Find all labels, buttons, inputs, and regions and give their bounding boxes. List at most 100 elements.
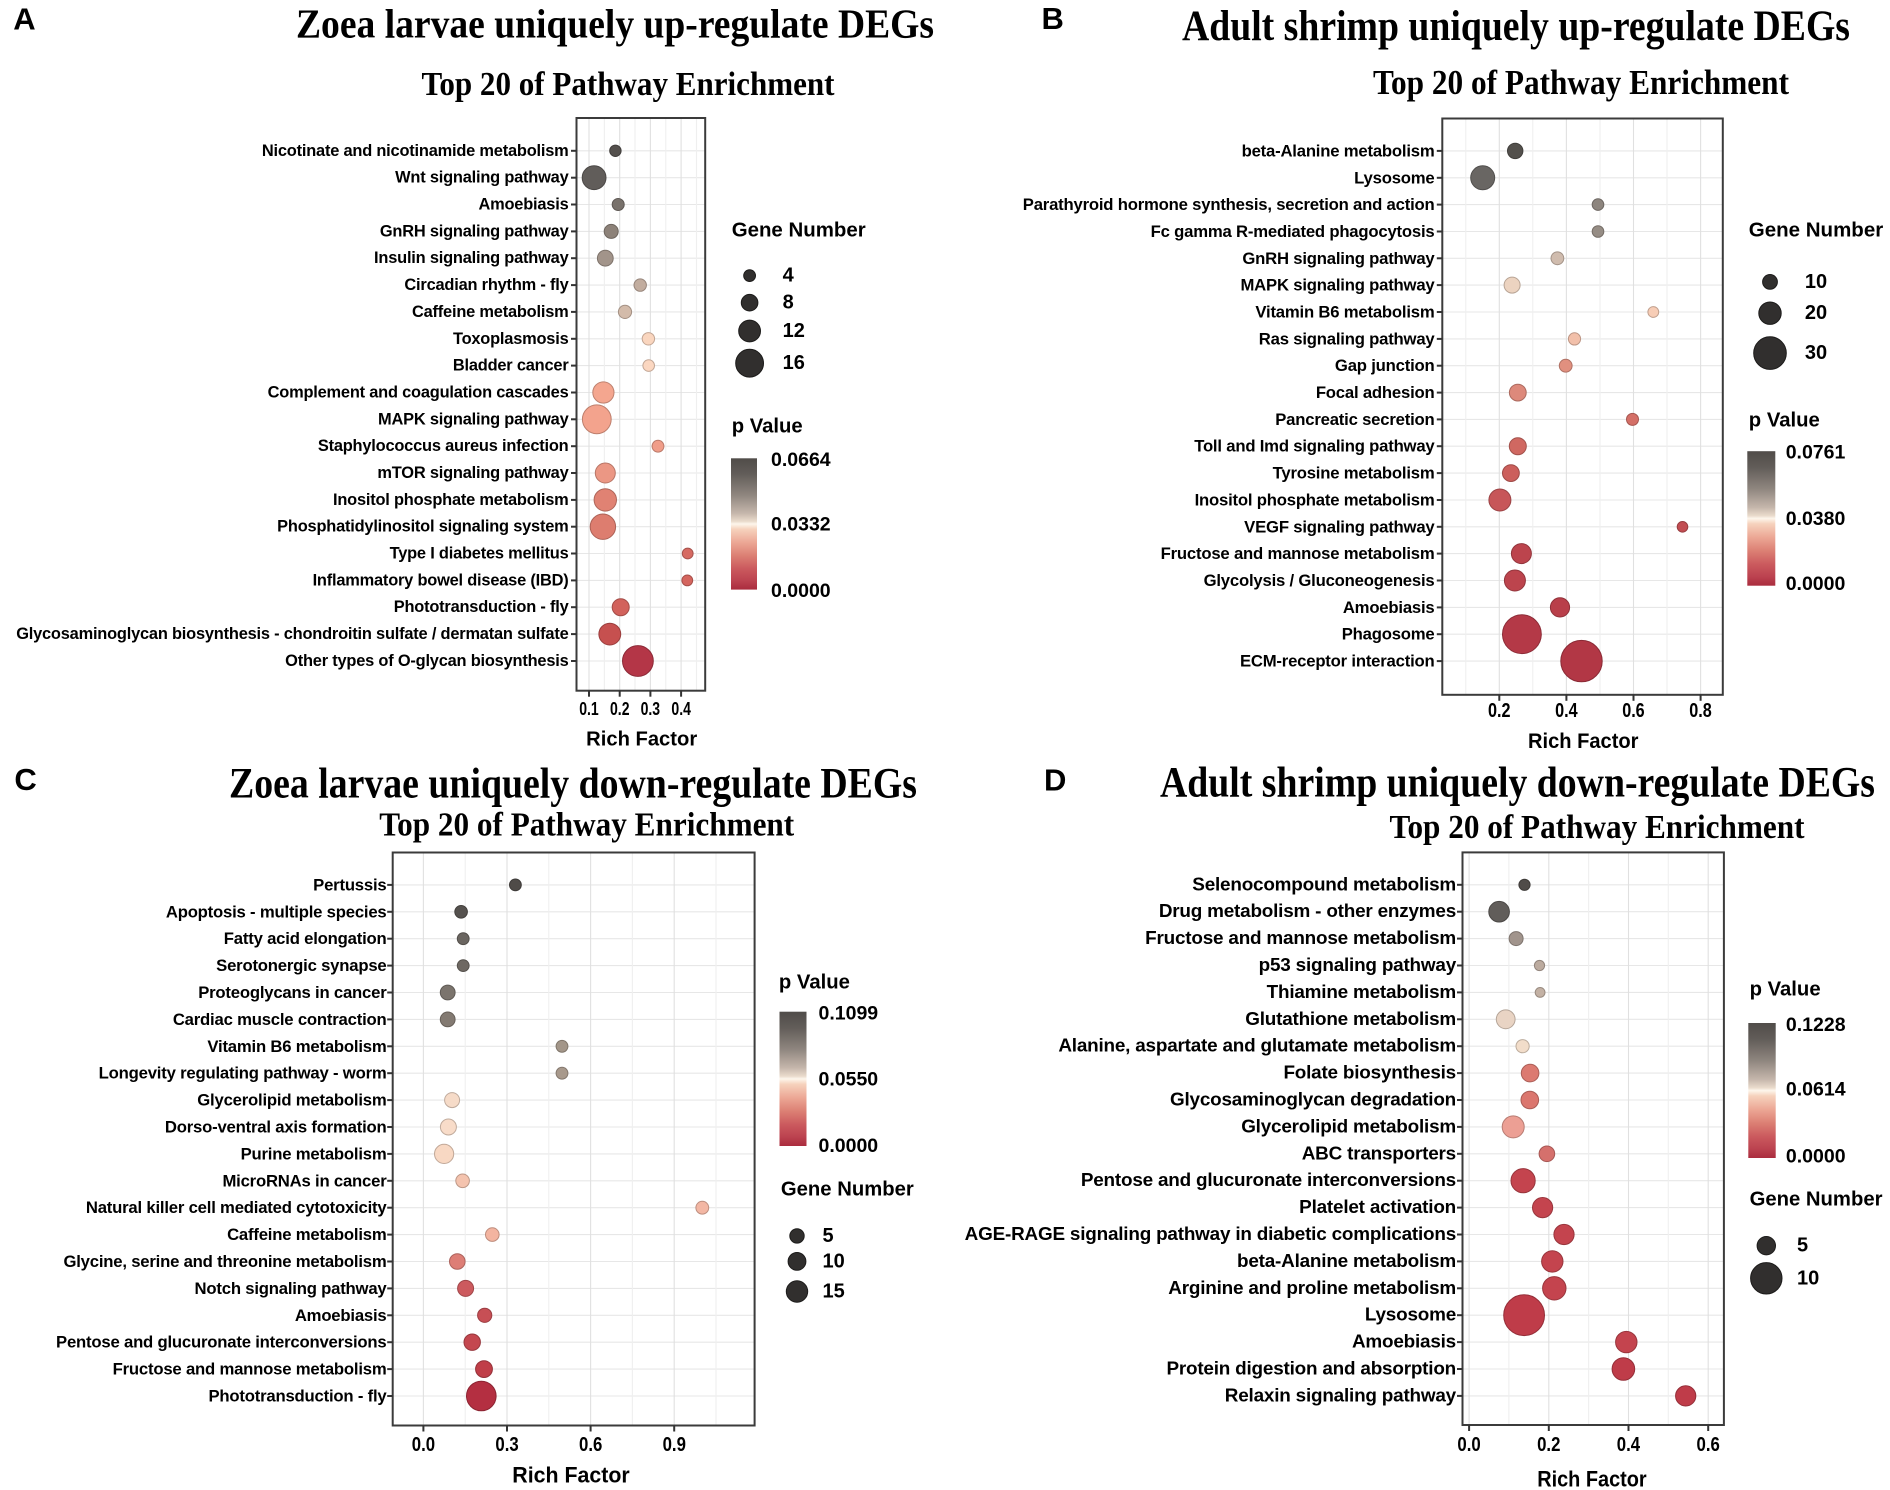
- svg-text:Rich Factor: Rich Factor: [1528, 730, 1639, 753]
- svg-text:0.3: 0.3: [495, 1433, 518, 1456]
- svg-text:Inositol phosphate metabolism: Inositol phosphate metabolism: [333, 491, 569, 509]
- svg-text:Purine metabolism: Purine metabolism: [241, 1144, 387, 1163]
- svg-text:Lysosome: Lysosome: [1365, 1305, 1456, 1326]
- svg-text:0.0614: 0.0614: [1786, 1079, 1846, 1101]
- svg-text:Fructose and mannose metabolis: Fructose and mannose metabolism: [1161, 544, 1435, 563]
- svg-text:Top 20 of Pathway Enrichment: Top 20 of Pathway Enrichment: [1390, 809, 1806, 846]
- svg-text:Tyrosine metabolism: Tyrosine metabolism: [1273, 464, 1435, 483]
- svg-text:0.0000: 0.0000: [1786, 573, 1846, 595]
- svg-text:Top 20 of Pathway Enrichment: Top 20 of Pathway Enrichment: [379, 806, 795, 843]
- svg-text:0.0: 0.0: [412, 1433, 435, 1456]
- svg-text:Phototransduction - fly: Phototransduction - fly: [208, 1387, 387, 1406]
- svg-text:0.0000: 0.0000: [1786, 1146, 1846, 1168]
- svg-text:Staphylococcus aureus infectio: Staphylococcus aureus infection: [318, 437, 569, 455]
- svg-text:Arginine and proline metabolis: Arginine and proline metabolism: [1168, 1278, 1456, 1299]
- svg-text:Type I diabetes mellitus: Type I diabetes mellitus: [390, 545, 569, 563]
- svg-text:Fructose and mannose metabolis: Fructose and mannose metabolism: [113, 1360, 387, 1379]
- svg-text:Folate biosynthesis: Folate biosynthesis: [1283, 1063, 1456, 1084]
- svg-text:Fatty acid elongation: Fatty acid elongation: [224, 929, 387, 948]
- svg-text:Caffeine metabolism: Caffeine metabolism: [227, 1225, 386, 1244]
- svg-text:Nicotinate and nicotinamide me: Nicotinate and nicotinamide metabolism: [262, 142, 569, 160]
- svg-text:0.4: 0.4: [1555, 700, 1578, 722]
- svg-text:Drug metabolism - other enzyme: Drug metabolism - other enzymes: [1159, 901, 1456, 922]
- svg-text:Toxoplasmosis: Toxoplasmosis: [453, 330, 569, 348]
- svg-text:15: 15: [823, 1281, 845, 1303]
- svg-text:Ras signaling pathway: Ras signaling pathway: [1259, 329, 1436, 348]
- svg-text:Zoea larvae uniquely down-regu: Zoea larvae uniquely down-regulate DEGs: [229, 760, 917, 808]
- svg-text:Cardiac muscle contraction: Cardiac muscle contraction: [173, 1010, 387, 1029]
- svg-text:Glycosaminoglycan degradation: Glycosaminoglycan degradation: [1170, 1090, 1456, 1111]
- svg-text:Protein digestion and absorpti: Protein digestion and absorption: [1166, 1359, 1456, 1380]
- svg-text:Bladder cancer: Bladder cancer: [453, 357, 569, 375]
- svg-text:Circadian rhythm - fly: Circadian rhythm - fly: [404, 276, 569, 294]
- svg-text:Phototransduction - fly: Phototransduction - fly: [394, 598, 570, 616]
- svg-text:Amoebiasis: Amoebiasis: [295, 1306, 387, 1325]
- svg-text:10: 10: [1805, 271, 1827, 293]
- svg-text:Focal adhesion: Focal adhesion: [1316, 383, 1435, 402]
- svg-text:Gene Number: Gene Number: [732, 219, 866, 242]
- svg-text:Other types of O-glycan biosyn: Other types of O-glycan biosynthesis: [285, 652, 568, 670]
- svg-text:p Value: p Value: [1749, 409, 1820, 432]
- svg-text:Fc gamma R-mediated phagocytos: Fc gamma R-mediated phagocytosis: [1151, 222, 1435, 241]
- svg-text:Gene Number: Gene Number: [1749, 219, 1883, 242]
- svg-text:mTOR signaling pathway: mTOR signaling pathway: [377, 464, 569, 482]
- svg-text:Relaxin signaling pathway: Relaxin signaling pathway: [1225, 1385, 1457, 1406]
- svg-text:0.8: 0.8: [1689, 700, 1712, 722]
- svg-text:0.4: 0.4: [671, 699, 691, 719]
- svg-text:ECM-receptor interaction: ECM-receptor interaction: [1240, 652, 1435, 671]
- svg-text:Rich Factor: Rich Factor: [586, 729, 697, 751]
- svg-text:0.0761: 0.0761: [1786, 442, 1846, 464]
- svg-text:Longevity regulating pathway -: Longevity regulating pathway - worm: [99, 1064, 387, 1083]
- svg-text:Phosphatidylinositol signaling: Phosphatidylinositol signaling system: [277, 518, 568, 536]
- svg-text:ABC transporters: ABC transporters: [1302, 1143, 1456, 1164]
- svg-text:Glutathione metabolism: Glutathione metabolism: [1245, 1009, 1456, 1030]
- svg-text:p Value: p Value: [732, 415, 803, 438]
- svg-text:Fructose and mannose metabolis: Fructose and mannose metabolism: [1145, 928, 1456, 949]
- svg-text:0.0000: 0.0000: [771, 580, 831, 602]
- svg-text:10: 10: [1797, 1267, 1819, 1289]
- svg-text:A: A: [13, 2, 35, 37]
- svg-text:p53 signaling pathway: p53 signaling pathway: [1259, 955, 1457, 976]
- svg-text:0.0380: 0.0380: [1786, 508, 1846, 530]
- svg-text:0.6: 0.6: [1622, 700, 1645, 722]
- svg-text:Natural killer cell mediated c: Natural killer cell mediated cytotoxicit…: [86, 1198, 388, 1217]
- svg-text:Vitamin B6 metabolism: Vitamin B6 metabolism: [1255, 303, 1434, 322]
- svg-text:Vitamin B6 metabolism: Vitamin B6 metabolism: [207, 1037, 386, 1056]
- svg-text:0.2: 0.2: [1537, 1433, 1560, 1456]
- svg-text:Pentose and glucuronate interc: Pentose and glucuronate interconversions: [1081, 1170, 1456, 1191]
- svg-text:0.0550: 0.0550: [819, 1068, 879, 1090]
- svg-text:0.0: 0.0: [1457, 1433, 1480, 1456]
- svg-text:D: D: [1044, 763, 1066, 798]
- svg-text:Glycerolipid metabolism: Glycerolipid metabolism: [1241, 1116, 1456, 1137]
- svg-text:VEGF signaling pathway: VEGF signaling pathway: [1244, 517, 1435, 536]
- svg-text:Pertussis: Pertussis: [313, 875, 386, 894]
- svg-text:MAPK signaling pathway: MAPK signaling pathway: [378, 410, 570, 428]
- svg-text:0.9: 0.9: [663, 1433, 686, 1456]
- svg-text:0.0664: 0.0664: [771, 449, 831, 471]
- svg-text:16: 16: [783, 352, 805, 374]
- svg-text:Zoea larvae uniquely up-regula: Zoea larvae uniquely up-regulate DEGs: [296, 1, 934, 47]
- svg-text:beta-Alanine metabolism: beta-Alanine metabolism: [1237, 1251, 1456, 1272]
- svg-text:Gap junction: Gap junction: [1335, 356, 1435, 375]
- svg-text:Inflammatory bowel disease (IB: Inflammatory bowel disease (IBD): [313, 571, 569, 589]
- svg-text:MAPK signaling pathway: MAPK signaling pathway: [1240, 276, 1435, 295]
- svg-text:Pancreatic secretion: Pancreatic secretion: [1275, 410, 1434, 429]
- svg-text:GnRH signaling pathway: GnRH signaling pathway: [1242, 249, 1435, 268]
- svg-text:Insulin signaling pathway: Insulin signaling pathway: [374, 249, 570, 267]
- svg-text:Dorso-ventral axis formation: Dorso-ventral axis formation: [165, 1118, 387, 1137]
- svg-text:Complement and coagulation cas: Complement and coagulation cascades: [268, 384, 569, 402]
- svg-text:30: 30: [1805, 342, 1827, 364]
- svg-text:8: 8: [783, 292, 794, 314]
- svg-text:Rich Factor: Rich Factor: [512, 1463, 630, 1488]
- svg-text:Inositol phosphate metabolism: Inositol phosphate metabolism: [1195, 491, 1435, 510]
- svg-text:Glycerolipid metabolism: Glycerolipid metabolism: [197, 1091, 386, 1110]
- svg-text:p Value: p Value: [1750, 978, 1821, 1001]
- svg-text:Parathyroid hormone synthesis,: Parathyroid hormone synthesis, secretion…: [1023, 195, 1435, 214]
- svg-text:Thiamine metabolism: Thiamine metabolism: [1267, 982, 1456, 1003]
- svg-text:0.2: 0.2: [1488, 700, 1511, 722]
- svg-text:10: 10: [823, 1250, 845, 1272]
- svg-text:Amoebiasis: Amoebiasis: [478, 196, 568, 214]
- svg-text:Platelet activation: Platelet activation: [1299, 1197, 1456, 1218]
- svg-text:0.1099: 0.1099: [819, 1003, 879, 1025]
- svg-text:B: B: [1042, 1, 1064, 36]
